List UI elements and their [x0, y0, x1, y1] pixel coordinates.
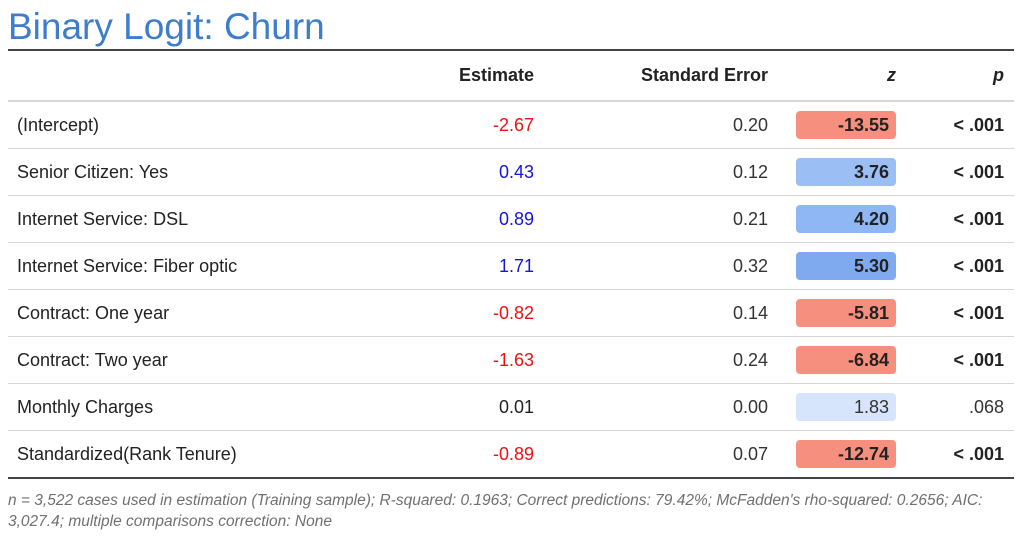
z-cell: -12.74: [778, 431, 906, 479]
col-header-name: [8, 50, 408, 102]
col-header-standard-error: Standard Error: [544, 50, 778, 102]
z-value-highlight: 1.83: [796, 393, 896, 421]
row-label: Contract: Two year: [8, 336, 408, 384]
row-label: Internet Service: Fiber optic: [8, 242, 408, 290]
p-value-cell: < .001: [906, 101, 1014, 149]
table-row: Internet Service: Fiber optic 1.71 0.32 …: [8, 242, 1014, 290]
standard-error-cell: 0.07: [732, 443, 768, 464]
p-value-cell: < .001: [906, 148, 1014, 196]
estimate-cell: -0.89: [492, 443, 534, 464]
table-row: (Intercept) -2.67 0.20 -13.55 < .001: [8, 101, 1014, 149]
standard-error-cell: 0.00: [544, 383, 778, 431]
z-cell: 4.20: [778, 195, 906, 243]
row-label: Monthly Charges: [8, 383, 408, 431]
estimate-cell: -1.63: [408, 336, 544, 384]
estimate-cell: 0.89: [408, 195, 544, 243]
p-value-cell: .068: [906, 383, 1014, 431]
row-label: Standardized(Rank Tenure): [17, 443, 237, 464]
table-row: Contract: One year -0.82 0.14 -5.81 < .0…: [8, 289, 1014, 337]
col-header-p: p: [906, 50, 1014, 102]
table-row: Internet Service: DSL 0.89 0.21 4.20 < .…: [8, 195, 1014, 243]
z-cell: 1.83: [778, 383, 906, 431]
table-row: Standardized(Rank Tenure) -0.89 0.07 -12…: [8, 431, 1014, 479]
z-value-highlight: -5.81: [796, 299, 896, 327]
estimate-cell: -0.82: [408, 289, 544, 337]
z-cell: -13.55: [778, 101, 906, 149]
standard-error-cell: 0.20: [544, 101, 778, 149]
standard-error-cell: 0.21: [544, 195, 778, 243]
z-value-highlight: 3.76: [796, 158, 896, 186]
z-cell: 5.30: [778, 242, 906, 290]
table-row: Senior Citizen: Yes 0.43 0.12 3.76 < .00…: [8, 148, 1014, 196]
table-row: Monthly Charges 0.01 0.00 1.83 .068: [8, 383, 1014, 431]
table-footnote: n = 3,522 cases used in estimation (Trai…: [8, 492, 983, 530]
z-cell: -6.84: [778, 336, 906, 384]
row-label: Contract: One year: [8, 289, 408, 337]
coefficient-table: Estimate Standard Error z p (Intercept) …: [8, 49, 1014, 479]
z-value-highlight: -12.74: [796, 440, 896, 468]
p-value-cell: < .001: [906, 242, 1014, 290]
row-label: (Intercept): [8, 101, 408, 149]
table-row: Contract: Two year -1.63 0.24 -6.84 < .0…: [8, 336, 1014, 384]
z-cell: -5.81: [778, 289, 906, 337]
table-title: Binary Logit: Churn: [8, 6, 325, 47]
standard-error-cell: 0.12: [544, 148, 778, 196]
z-value-highlight: 5.30: [796, 252, 896, 280]
p-value-cell: < .001: [953, 443, 1004, 464]
row-label: Internet Service: DSL: [8, 195, 408, 243]
z-value-highlight: 4.20: [796, 205, 896, 233]
col-header-estimate: Estimate: [408, 50, 544, 102]
z-value-highlight: -13.55: [796, 111, 896, 139]
z-cell: 3.76: [778, 148, 906, 196]
z-value-highlight: -6.84: [796, 346, 896, 374]
standard-error-cell: 0.32: [544, 242, 778, 290]
standard-error-cell: 0.14: [544, 289, 778, 337]
estimate-cell: 0.43: [408, 148, 544, 196]
standard-error-cell: 0.24: [544, 336, 778, 384]
header-row: Estimate Standard Error z p: [8, 50, 1014, 102]
estimate-cell: 0.01: [408, 383, 544, 431]
p-value-cell: < .001: [906, 289, 1014, 337]
col-header-z: z: [778, 50, 906, 102]
estimate-cell: -2.67: [408, 101, 544, 149]
estimate-cell: 1.71: [408, 242, 544, 290]
p-value-cell: < .001: [906, 336, 1014, 384]
p-value-cell: < .001: [906, 195, 1014, 243]
row-label: Senior Citizen: Yes: [8, 148, 408, 196]
